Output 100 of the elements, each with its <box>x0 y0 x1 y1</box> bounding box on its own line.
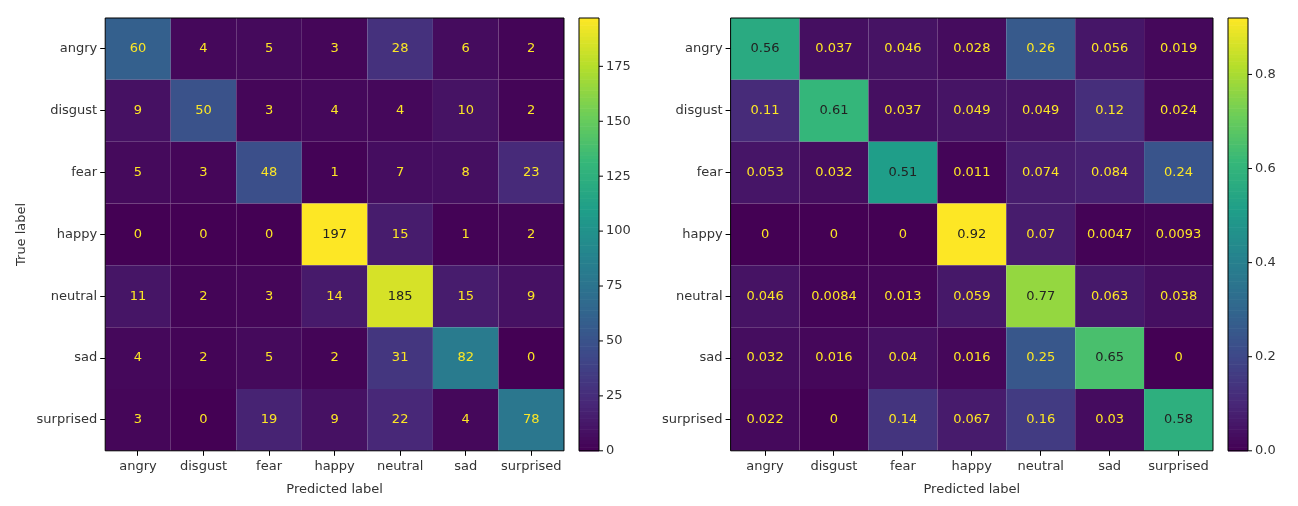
data-label: 5 <box>264 40 274 56</box>
data-label: 0.032 <box>746 349 784 365</box>
data-label: 4 <box>133 349 143 365</box>
data-label: 0.16 <box>1026 411 1056 427</box>
x-tick-label: fear <box>889 457 917 473</box>
data-label: 2 <box>199 349 208 365</box>
color-bar-label: 100 <box>606 222 631 238</box>
color-bar-label: 0.2 <box>1255 348 1276 364</box>
data-label: 9 <box>330 411 339 427</box>
data-label: 15 <box>391 225 409 241</box>
y-tick-label: angry <box>59 40 98 56</box>
data-label: 0 <box>829 225 839 241</box>
x-tick-label: sad <box>1098 457 1122 473</box>
data-label: 8 <box>461 163 470 179</box>
data-label: 0.059 <box>953 287 991 303</box>
data-label: 0.063 <box>1091 287 1129 303</box>
data-label: 0.084 <box>1091 163 1129 179</box>
data-label: 4 <box>461 411 470 427</box>
data-label: 0.11 <box>750 102 780 118</box>
data-label: 82 <box>457 349 474 365</box>
color-bar-label: 0.8 <box>1255 65 1276 81</box>
y-axis-title: True label <box>13 202 29 267</box>
y-tick-label: disgust <box>675 102 723 118</box>
data-label: 3 <box>264 287 274 303</box>
x-tick-label: disgust <box>810 457 858 473</box>
x-tick-label: fear <box>256 457 283 473</box>
data-label: 7 <box>396 163 405 179</box>
data-label: 0.25 <box>1026 349 1056 365</box>
data-label: 2 <box>527 102 536 118</box>
y-tick-label: fear <box>71 163 98 179</box>
x-tick-label: neutral <box>1017 457 1064 473</box>
data-label: 3 <box>133 411 143 427</box>
data-label: 0.067 <box>953 411 991 427</box>
data-label: 0.022 <box>746 411 784 427</box>
color-bar-label: 50 <box>606 332 623 348</box>
data-label: 78 <box>522 411 540 427</box>
data-label: 0.0093 <box>1155 225 1202 241</box>
data-label: 31 <box>391 349 409 365</box>
x-tick-label: happy <box>314 457 356 473</box>
color-bar-label: 75 <box>606 277 623 293</box>
color-bar-label: 0.6 <box>1255 159 1276 175</box>
data-label: 0.011 <box>953 163 991 179</box>
data-label: 14 <box>326 287 343 303</box>
data-label: 48 <box>260 163 278 179</box>
data-label: 5 <box>264 349 274 365</box>
x-tick-label: angry <box>119 457 158 473</box>
data-label: 0.074 <box>1022 163 1060 179</box>
data-label: 0 <box>829 411 839 427</box>
color-bar-label: 0.4 <box>1255 254 1276 269</box>
data-label: 5 <box>133 163 143 179</box>
color-bar-label: 25 <box>606 387 623 403</box>
data-label: 0.51 <box>888 163 918 179</box>
x-tick-label: surprised <box>500 457 562 473</box>
data-label: 2 <box>199 287 208 303</box>
data-label: 0.0084 <box>811 287 857 303</box>
data-label: 0.049 <box>1022 102 1060 118</box>
data-label: 0.03 <box>1095 411 1125 427</box>
data-label: 0.65 <box>1095 349 1125 365</box>
data-label: 0.61 <box>819 102 849 118</box>
data-label: 28 <box>391 40 409 56</box>
data-label: 0.032 <box>815 163 853 179</box>
data-label: 0.037 <box>815 40 853 56</box>
x-tick-label: happy <box>951 457 993 473</box>
data-label: 0.58 <box>1164 411 1194 427</box>
data-label: 3 <box>199 163 208 179</box>
data-label: 0.56 <box>750 40 780 56</box>
data-label: 0 <box>527 349 536 365</box>
x-tick-label: sad <box>454 457 478 473</box>
data-label: 0 <box>199 225 208 241</box>
color-bar-label: 175 <box>606 57 631 73</box>
data-label: 0.053 <box>746 163 784 179</box>
y-tick-label: fear <box>696 163 724 179</box>
data-label: 185 <box>387 287 413 303</box>
data-label: 19 <box>260 411 278 427</box>
data-label: 0 <box>264 225 274 241</box>
data-label: 197 <box>322 225 348 241</box>
data-label: 50 <box>195 102 212 118</box>
data-label: 0.016 <box>815 349 853 365</box>
data-label: 0.013 <box>884 287 922 303</box>
data-label: 6 <box>461 40 470 56</box>
data-label: 0 <box>1174 349 1183 365</box>
data-label: 4 <box>330 102 339 118</box>
data-label: 0 <box>898 225 908 241</box>
data-label: 60 <box>129 40 147 56</box>
data-label: 0.049 <box>953 102 991 118</box>
data-label: 0.046 <box>746 287 784 303</box>
y-tick-label: sad <box>699 349 723 365</box>
y-tick-label: angry <box>685 40 723 56</box>
data-label: 22 <box>391 411 409 427</box>
data-label: 0.24 <box>1164 163 1194 179</box>
data-label: 2 <box>527 40 536 56</box>
data-label: 0.07 <box>1026 225 1056 241</box>
data-label: 23 <box>522 163 540 179</box>
data-label: 0.14 <box>888 411 918 427</box>
data-label: 11 <box>129 287 147 303</box>
data-label: 4 <box>396 102 405 118</box>
data-label: 4 <box>199 40 208 56</box>
data-label: 0.024 <box>1159 102 1198 118</box>
x-tick-label: angry <box>746 457 785 473</box>
data-label: 0.04 <box>888 349 918 365</box>
